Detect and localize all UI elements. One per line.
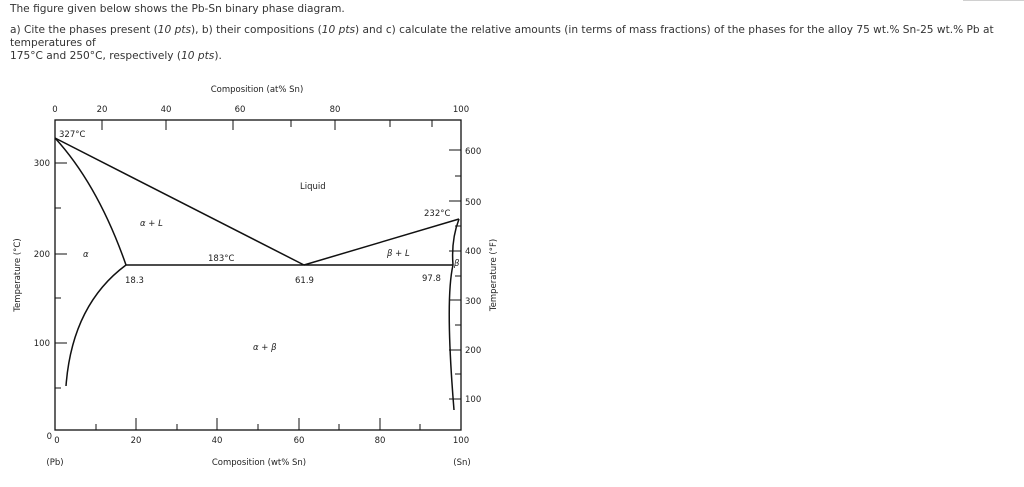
left-axis-ticks (55, 162, 67, 389)
right-tick-100: 100 (465, 395, 481, 405)
q-pts-b: 10 pts (321, 24, 356, 36)
region-alpha-liquid: α + L (140, 219, 163, 229)
bottom-tick-0: 0 (54, 436, 59, 446)
left-tick-200: 200 (34, 250, 50, 260)
right-tick-300: 300 (465, 297, 481, 307)
top-divider (963, 0, 1024, 1)
q-part1: a) Cite the phases present ( (10, 24, 158, 36)
question-title: The figure given below shows the Pb-Sn b… (10, 3, 345, 15)
liquidus-line-right (303, 218, 460, 266)
left-tick-300: 300 (34, 159, 50, 169)
right-tick-500: 500 (465, 198, 481, 208)
bottom-tick-100: 100 (453, 436, 469, 446)
pb-melting-label: 327°C (59, 130, 85, 140)
liquidus-line-left (54, 137, 305, 266)
eutectic-comp-label: 61.9 (295, 276, 314, 286)
top-tick-100: 100 (453, 105, 469, 115)
pb-label: (Pb) (46, 458, 63, 468)
alpha-solvus (65, 264, 127, 387)
bottom-tick-60: 60 (294, 436, 305, 446)
right-tick-600: 600 (465, 147, 481, 157)
sn-melting-label: 232°C (424, 209, 450, 219)
bottom-axis-label: Composition (wt% Sn) (212, 458, 306, 468)
top-tick-40: 40 (161, 105, 172, 115)
beta-solidus (451, 218, 460, 266)
top-tick-20: 20 (97, 105, 108, 115)
left-tick-0: 0 (47, 432, 52, 442)
top-axis-ticks (101, 120, 433, 130)
top-axis-label: Composition (at% Sn) (211, 85, 304, 95)
region-liquid: Liquid (300, 182, 326, 192)
right-axis-ticks (449, 149, 461, 400)
eutectic-temp-label: 183°C (208, 254, 234, 264)
beta-solvus (448, 264, 455, 411)
bottom-tick-40: 40 (212, 436, 223, 446)
region-beta-liquid: β + L (386, 249, 410, 259)
beta-limit-label: 97.8 (422, 274, 441, 284)
bottom-tick-80: 80 (375, 436, 386, 446)
top-tick-60: 60 (235, 105, 246, 115)
top-tick-0: 0 (52, 105, 57, 115)
q-part3: ) and c) calculate the relative amounts … (10, 24, 994, 49)
q-pts-c: 10 pts (181, 50, 215, 62)
q-pts-a: 10 pts (157, 24, 191, 36)
q-part5: ). (214, 50, 222, 62)
right-tick-200: 200 (465, 346, 481, 356)
left-tick-100: 100 (34, 339, 50, 349)
region-beta: β (453, 259, 460, 269)
right-tick-400: 400 (465, 247, 481, 257)
alpha-limit-label: 18.3 (125, 276, 144, 286)
right-axis-label: Temperature (°F) (489, 239, 499, 312)
bottom-axis-ticks (95, 418, 421, 430)
q-part2: ), b) their compositions ( (191, 24, 322, 36)
plot-frame (54, 119, 462, 431)
question-text: a) Cite the phases present (10 pts), b) … (10, 24, 1010, 63)
left-axis-label: Temperature (°C) (13, 238, 23, 312)
bottom-tick-20: 20 (131, 436, 142, 446)
sn-label: (Sn) (453, 458, 470, 468)
region-alpha-beta: α + β (253, 343, 277, 353)
top-tick-80: 80 (330, 105, 341, 115)
alpha-solidus (54, 137, 127, 266)
q-part4: 175°C and 250°C, respectively ( (10, 50, 182, 62)
region-alpha: α (83, 250, 89, 260)
